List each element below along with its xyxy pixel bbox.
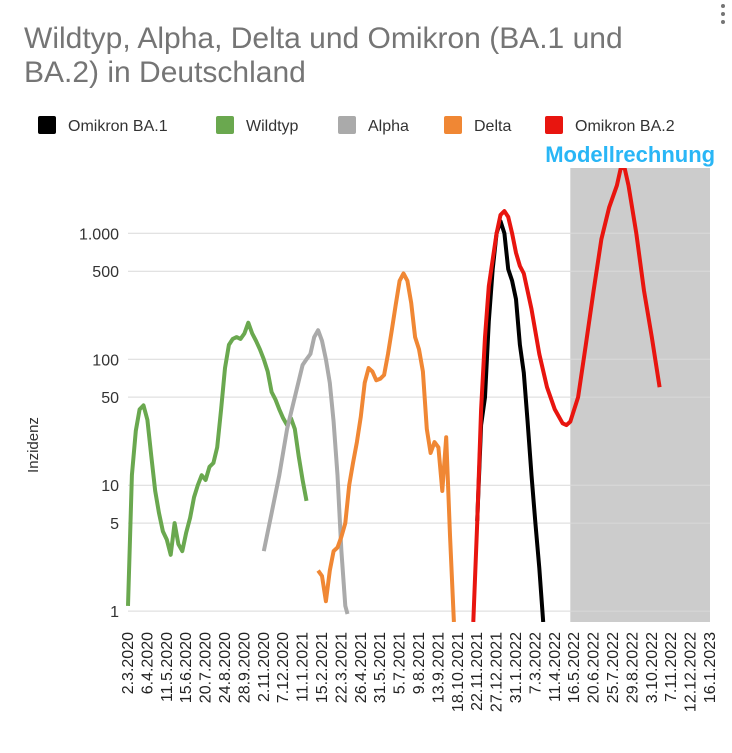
x-tick-label: 11.5.2020 bbox=[159, 632, 176, 702]
legend-swatch-wildtyp bbox=[216, 116, 234, 134]
x-tick-label: 12.12.2022 bbox=[683, 632, 700, 712]
x-tick-label: 31.5.2021 bbox=[372, 632, 389, 703]
x-tick-label: 7.11.2022 bbox=[663, 632, 680, 702]
legend-swatch-omikron-ba-2 bbox=[545, 116, 563, 134]
series-line-delta bbox=[316, 271, 456, 622]
legend-label-wildtyp: Wildtyp bbox=[246, 118, 299, 135]
x-tick-label: 20.7.2020 bbox=[198, 632, 215, 703]
model-region-label: Modellrechnung bbox=[545, 142, 715, 167]
model-region bbox=[570, 168, 710, 622]
legend-label-alpha: Alpha bbox=[368, 118, 409, 135]
more-options-icon[interactable] bbox=[718, 2, 728, 26]
legend-label-delta: Delta bbox=[474, 118, 511, 135]
x-tick-label: 15.6.2020 bbox=[178, 632, 195, 703]
x-tick-label: 31.1.2022 bbox=[508, 632, 525, 703]
chart-title: Wildtyp, Alpha, Delta und Omikron (BA.1 … bbox=[24, 22, 623, 89]
y-tick-label: 500 bbox=[92, 264, 119, 281]
legend-label-omikron-ba-1: Omikron BA.1 bbox=[68, 118, 168, 135]
x-tick-label: 2.3.2020 bbox=[120, 632, 137, 694]
y-tick-label: 10 bbox=[101, 478, 119, 495]
y-tick-label: 50 bbox=[101, 390, 119, 407]
x-tick-label: 7.12.2020 bbox=[275, 632, 292, 703]
x-tick-label: 27.12.2021 bbox=[489, 632, 506, 712]
legend-swatch-delta bbox=[444, 116, 462, 134]
x-tick-label: 18.10.2021 bbox=[450, 632, 467, 712]
legend-swatch-omikron-ba-1 bbox=[38, 116, 56, 134]
series-line-wildtyp bbox=[126, 320, 309, 606]
x-tick-label: 20.6.2022 bbox=[586, 632, 603, 703]
x-tick-label: 11.4.2022 bbox=[547, 632, 564, 702]
x-tick-label: 9.8.2021 bbox=[411, 632, 428, 694]
x-tick-label: 5.7.2021 bbox=[392, 632, 409, 694]
x-tick-label: 22.3.2021 bbox=[333, 632, 350, 703]
x-tick-label: 3.10.2022 bbox=[644, 632, 661, 703]
series-line-omikron-ba-2 bbox=[471, 168, 662, 622]
x-tick-label: 15.2.2021 bbox=[314, 632, 331, 703]
legend-label-omikron-ba-2: Omikron BA.2 bbox=[575, 118, 675, 135]
x-tick-label: 29.8.2022 bbox=[624, 632, 641, 703]
x-tick-label: 11.1.2021 bbox=[295, 632, 312, 702]
x-tick-label: 26.4.2021 bbox=[353, 632, 370, 703]
x-tick-label: 25.7.2022 bbox=[605, 632, 622, 703]
x-tick-label: 16.1.2023 bbox=[702, 632, 719, 703]
series-line-omikron-ba-1 bbox=[475, 219, 546, 622]
y-tick-label: 1.000 bbox=[79, 226, 119, 243]
x-tick-label: 13.9.2021 bbox=[430, 632, 447, 703]
x-tick-label: 2.11.2020 bbox=[256, 632, 273, 702]
x-tick-label: 6.4.2020 bbox=[139, 632, 156, 694]
x-tick-label: 22.11.2021 bbox=[469, 632, 486, 711]
y-tick-label: 100 bbox=[92, 352, 119, 369]
y-tick-label: 5 bbox=[110, 516, 119, 533]
x-tick-label: 16.5.2022 bbox=[566, 632, 583, 703]
legend-swatch-alpha bbox=[338, 116, 356, 134]
x-tick-label: 7.3.2022 bbox=[527, 632, 544, 694]
y-tick-label: 1 bbox=[110, 604, 119, 621]
series-line-alpha bbox=[261, 328, 350, 615]
x-tick-label: 28.9.2020 bbox=[236, 632, 253, 703]
y-axis-title: Inzidenz bbox=[25, 417, 42, 473]
x-tick-label: 24.8.2020 bbox=[217, 632, 234, 703]
